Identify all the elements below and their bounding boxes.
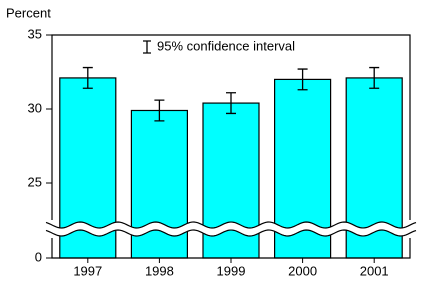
y-tick-label: 25 [28, 174, 42, 189]
error-bar [154, 99, 165, 122]
x-tick-label: 1999 [217, 263, 246, 278]
legend-symbol [143, 40, 151, 54]
y-tick-label: 30 [28, 100, 42, 115]
x-tick-label: 2000 [288, 263, 317, 278]
x-tick-label: 1998 [145, 263, 174, 278]
x-tick-label: 1997 [73, 263, 102, 278]
error-bar [82, 66, 93, 89]
axis-break-gap [44, 222, 418, 236]
x-tick-label: 2001 [360, 263, 389, 278]
error-bar [297, 68, 308, 91]
axis-break-line [45, 229, 417, 237]
plot-frame [51, 34, 411, 259]
y-tick-label: 35 [28, 26, 42, 41]
legend-label: 95% confidence interval [157, 38, 295, 53]
error-bar [226, 92, 236, 115]
y-tick-label: 0 [35, 249, 42, 264]
error-bar [369, 66, 380, 89]
axis-break-line [45, 221, 417, 229]
y-axis-label: Percent [6, 5, 51, 20]
